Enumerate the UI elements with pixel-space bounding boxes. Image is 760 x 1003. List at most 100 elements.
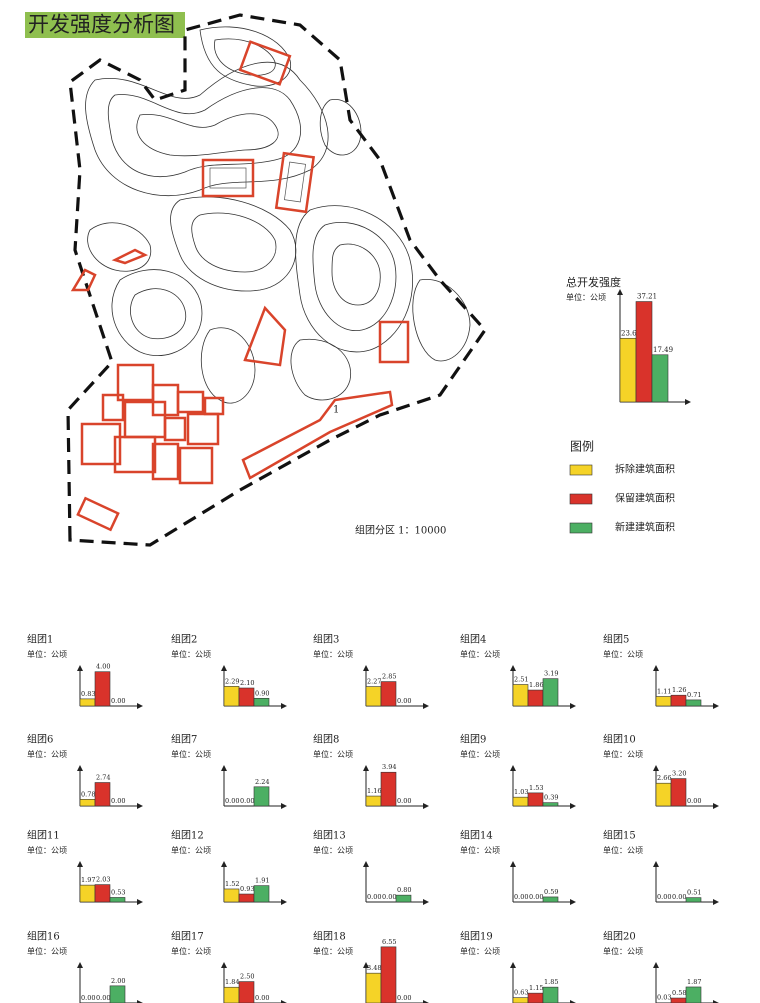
value-label: 2.10 (240, 679, 254, 687)
value-label: 2.27 (367, 678, 381, 686)
chart-title: 组团6 (27, 733, 53, 746)
value-label: 2.29 (225, 677, 239, 685)
value-label: 1.15 (529, 984, 543, 992)
chart-title: 组团12 (171, 829, 204, 842)
title-background (25, 12, 185, 38)
value-label: 1.84 (225, 978, 239, 986)
chart-title: 组团11 (27, 829, 60, 842)
value-label: 0.00 (397, 697, 411, 705)
building-groups (70, 40, 410, 532)
chart-unit: 单位：公顷 (313, 749, 353, 759)
bar (223, 888, 240, 903)
bar (94, 671, 111, 707)
value-label: 2.50 (240, 973, 254, 981)
value-label: 0.00 (225, 797, 239, 805)
chart-unit: 单位：公顷 (460, 749, 500, 759)
chart-unit: 单位：公顷 (171, 946, 211, 956)
value-label: 2.03 (96, 876, 110, 884)
bar (670, 694, 687, 707)
bar (79, 884, 96, 903)
chart-unit: 单位：公顷 (313, 946, 353, 956)
value-label: 0.00 (672, 893, 686, 901)
chart-title: 组团9 (460, 733, 486, 746)
chart-title: 组团3 (313, 633, 339, 646)
chart-unit: 单位：公顷 (603, 845, 643, 855)
chart-unit: 单位：公顷 (460, 845, 500, 855)
chart-unit: 单位：公顷 (460, 946, 500, 956)
bar (527, 689, 544, 707)
value-label: 0.71 (687, 691, 701, 699)
value-label: 1.91 (255, 877, 269, 885)
legend-swatch (569, 464, 593, 476)
value-label: 0.00 (397, 994, 411, 1002)
value-label: 1.16 (367, 787, 381, 795)
bar (670, 997, 687, 1003)
bar (109, 985, 126, 1003)
bar (223, 686, 240, 707)
value-label: 1.86 (529, 681, 543, 689)
bar (109, 897, 126, 903)
chart-title: 总开发强度 (566, 275, 621, 289)
legend-swatch (569, 493, 593, 505)
value-label: 0.00 (111, 697, 125, 705)
chart-title: 组团13 (313, 829, 346, 842)
bar (380, 681, 397, 707)
chart-unit: 单位：公顷 (313, 845, 353, 855)
chart-unit: 单位：公顷 (603, 649, 643, 659)
value-label: 0.00 (657, 893, 671, 901)
bar (253, 786, 270, 807)
bar (670, 778, 687, 807)
bar (527, 792, 544, 807)
value-label: 1.03 (514, 788, 528, 796)
bar (238, 981, 255, 1003)
value-label: 2.51 (514, 675, 528, 683)
value-label: 17.49 (653, 346, 673, 354)
chart-unit: 单位：公顷 (313, 649, 353, 659)
value-label: 0.63 (514, 989, 528, 997)
chart-unit: 单位：公顷 (171, 845, 211, 855)
chart-title: 组团10 (603, 733, 636, 746)
district-boundary (66, 13, 488, 547)
legend-label: 新建建筑面积 (615, 521, 675, 534)
value-label: 37.21 (637, 293, 657, 301)
legend-swatch (569, 522, 593, 534)
value-label: 0.00 (687, 797, 701, 805)
bar (512, 684, 529, 707)
value-label: 1.11 (657, 687, 671, 695)
value-label: 0.53 (111, 888, 125, 896)
chart-title: 组团7 (171, 733, 197, 746)
value-label: 4.00 (96, 663, 110, 671)
bar (542, 896, 559, 903)
value-label: 0.00 (240, 797, 254, 805)
bar (619, 337, 637, 403)
value-label: 0.00 (255, 994, 269, 1002)
chart-title: 组团18 (313, 930, 346, 943)
bar (94, 884, 111, 903)
bar (685, 986, 702, 1003)
bar (253, 697, 270, 707)
value-label: 2.66 (657, 774, 671, 782)
value-label: 0.03 (657, 994, 671, 1002)
bar (79, 698, 96, 707)
value-label: 3.20 (672, 770, 686, 778)
value-label: 0.83 (81, 690, 95, 698)
bar (365, 795, 382, 807)
value-label: 0.80 (397, 886, 411, 894)
value-label: 0.59 (544, 888, 558, 896)
bar (238, 893, 255, 903)
value-label: 2.24 (255, 778, 269, 786)
chart-unit: 单位：公顷 (171, 649, 211, 659)
value-label: 0.78 (81, 790, 95, 798)
chart-unit: 单位：公顷 (27, 845, 67, 855)
value-label: 2.85 (382, 673, 396, 681)
bar (380, 771, 397, 807)
value-label: 1.97 (81, 876, 95, 884)
value-label: 0.00 (367, 893, 381, 901)
value-label: 0.00 (111, 797, 125, 805)
value-label: 1.52 (225, 880, 239, 888)
chart-title: 组团8 (313, 733, 339, 746)
bar (79, 799, 96, 807)
chart-unit: 单位：公顷 (27, 749, 67, 759)
